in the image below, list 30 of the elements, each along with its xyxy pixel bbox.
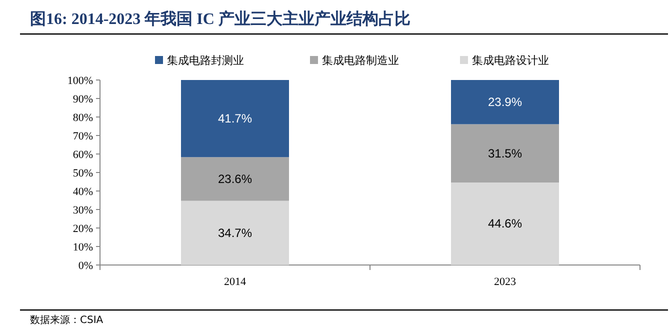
legend-label: 集成电路封测业 bbox=[167, 54, 244, 67]
y-tick-label: 10% bbox=[72, 242, 93, 254]
x-tick-label: 2023 bbox=[494, 276, 516, 288]
bar bbox=[451, 124, 559, 182]
y-tick-label: 70% bbox=[72, 130, 93, 142]
text: 34.7% bbox=[218, 226, 252, 240]
x-tick-label: 2014 bbox=[224, 276, 246, 288]
text: 41.7% bbox=[218, 112, 252, 126]
bar bbox=[451, 182, 559, 265]
source-note: 数据来源：CSIA bbox=[30, 314, 104, 326]
y-tick-label: 80% bbox=[72, 112, 93, 124]
bar bbox=[181, 200, 289, 265]
y-tick-label: 0% bbox=[78, 260, 93, 272]
bar bbox=[451, 80, 559, 124]
y-tick-label: 20% bbox=[72, 223, 93, 235]
text: 44.6% bbox=[488, 216, 522, 231]
chart-title: 图16: 2014-2023 年我国 IC 产业三大主业产业结构占比 bbox=[30, 9, 410, 28]
legend-label: 集成电路设计业 bbox=[472, 54, 549, 67]
y-tick-label: 90% bbox=[72, 94, 93, 106]
text: 31.5% bbox=[488, 146, 522, 160]
text: 23.6% bbox=[218, 172, 252, 186]
bar bbox=[181, 157, 289, 201]
y-tick-label: 40% bbox=[72, 186, 93, 198]
y-tick-label: 50% bbox=[72, 168, 93, 180]
legend-label: 集成电路制造业 bbox=[322, 54, 399, 67]
y-tick-label: 100% bbox=[67, 75, 93, 87]
text: 23.9% bbox=[488, 95, 522, 110]
bar bbox=[181, 80, 289, 158]
y-tick-label: 30% bbox=[72, 204, 93, 216]
y-tick-label: 60% bbox=[72, 149, 93, 161]
